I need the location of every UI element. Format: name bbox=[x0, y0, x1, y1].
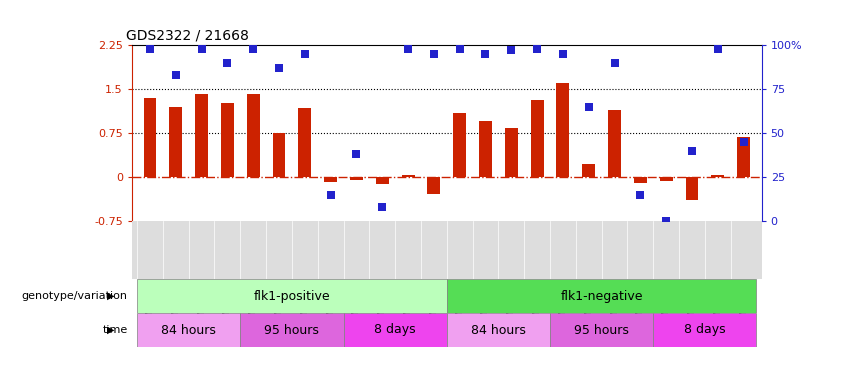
Point bbox=[737, 139, 751, 145]
Text: ▶: ▶ bbox=[107, 325, 114, 335]
Bar bbox=[654, 313, 757, 347]
Bar bbox=[531, 100, 544, 177]
Point bbox=[608, 60, 621, 66]
Point bbox=[453, 45, 466, 51]
Text: 84 hours: 84 hours bbox=[161, 324, 216, 336]
Text: 95 hours: 95 hours bbox=[574, 324, 629, 336]
Bar bbox=[454, 112, 466, 177]
Point bbox=[582, 104, 596, 110]
Text: 8 days: 8 days bbox=[684, 324, 726, 336]
Bar bbox=[144, 98, 157, 177]
Bar bbox=[137, 313, 240, 347]
Bar bbox=[447, 313, 550, 347]
Point bbox=[711, 45, 724, 51]
Text: GDS2322 / 21668: GDS2322 / 21668 bbox=[126, 28, 248, 42]
Bar bbox=[137, 279, 447, 313]
Bar bbox=[299, 108, 311, 177]
Bar bbox=[711, 175, 724, 177]
Bar bbox=[221, 103, 234, 177]
Bar bbox=[608, 110, 621, 177]
Bar bbox=[634, 177, 647, 183]
Point bbox=[427, 51, 441, 57]
Bar bbox=[550, 313, 654, 347]
Text: time: time bbox=[102, 325, 128, 335]
Bar bbox=[660, 177, 672, 181]
Bar bbox=[686, 177, 699, 200]
Bar bbox=[247, 94, 260, 177]
Point bbox=[402, 45, 415, 51]
Bar bbox=[376, 177, 389, 184]
Text: 8 days: 8 days bbox=[374, 324, 416, 336]
Point bbox=[478, 51, 492, 57]
Bar bbox=[557, 83, 569, 177]
Point bbox=[247, 45, 260, 51]
Bar bbox=[344, 313, 447, 347]
Bar bbox=[240, 313, 344, 347]
Bar bbox=[272, 133, 285, 177]
Bar bbox=[350, 177, 363, 180]
Bar bbox=[505, 128, 517, 177]
Point bbox=[272, 65, 286, 71]
Bar bbox=[582, 164, 595, 177]
Bar bbox=[195, 94, 208, 177]
Point bbox=[298, 51, 311, 57]
Point bbox=[195, 45, 208, 51]
Bar bbox=[324, 177, 337, 182]
Point bbox=[685, 148, 699, 154]
Point bbox=[633, 192, 647, 198]
Point bbox=[220, 60, 234, 66]
Bar bbox=[737, 137, 750, 177]
Bar bbox=[169, 106, 182, 177]
Point bbox=[143, 45, 157, 51]
Bar bbox=[427, 177, 440, 194]
Point bbox=[660, 218, 673, 224]
Point bbox=[505, 47, 518, 53]
Bar bbox=[447, 279, 757, 313]
Point bbox=[350, 151, 363, 157]
Text: 84 hours: 84 hours bbox=[471, 324, 526, 336]
Text: flk1-positive: flk1-positive bbox=[254, 290, 330, 303]
Bar bbox=[479, 122, 492, 177]
Point bbox=[530, 45, 544, 51]
Point bbox=[169, 72, 183, 78]
Text: 95 hours: 95 hours bbox=[265, 324, 319, 336]
Text: genotype/variation: genotype/variation bbox=[21, 291, 128, 301]
Bar bbox=[402, 176, 414, 177]
Point bbox=[556, 51, 569, 57]
Point bbox=[375, 204, 389, 210]
Text: flk1-negative: flk1-negative bbox=[560, 290, 643, 303]
Text: ▶: ▶ bbox=[107, 291, 114, 301]
Point bbox=[324, 192, 338, 198]
